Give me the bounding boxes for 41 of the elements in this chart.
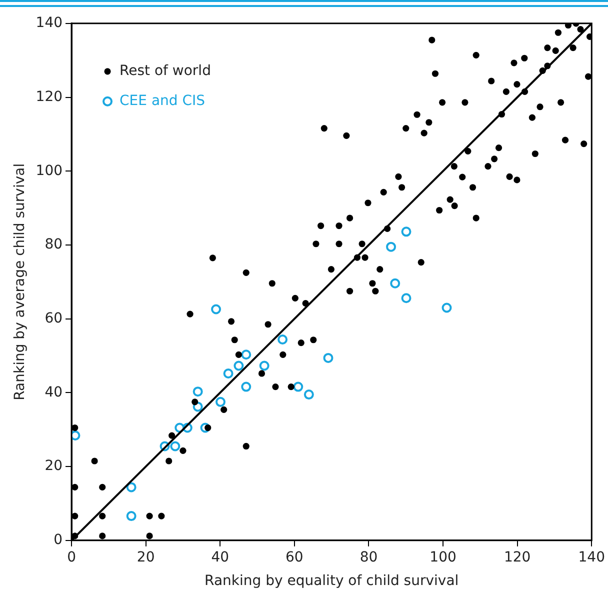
point bbox=[323, 352, 334, 363]
y-tick-label: 80 bbox=[44, 236, 63, 253]
point bbox=[192, 386, 203, 397]
legend-label: CEE and CIS bbox=[120, 93, 206, 110]
x-tick-label: 140 bbox=[578, 549, 606, 566]
point bbox=[126, 511, 136, 522]
y-tick-label: 100 bbox=[36, 162, 63, 179]
point bbox=[386, 242, 396, 252]
x-tick-label: 40 bbox=[211, 549, 230, 566]
point bbox=[223, 368, 234, 378]
y-tick-label: 20 bbox=[44, 458, 63, 474]
x-tick-label: 80 bbox=[360, 549, 378, 566]
y-tick-label: 60 bbox=[44, 310, 63, 326]
y-tick-label: 0 bbox=[54, 532, 63, 548]
point bbox=[216, 396, 226, 407]
x-tick-label: 120 bbox=[504, 549, 531, 566]
point bbox=[293, 382, 304, 392]
y-tick-label: 40 bbox=[44, 384, 63, 400]
point bbox=[304, 390, 314, 400]
point bbox=[234, 360, 244, 371]
point bbox=[401, 293, 412, 304]
point bbox=[390, 278, 400, 288]
point bbox=[211, 304, 222, 314]
point bbox=[241, 382, 252, 392]
y-axis-title: Ranking by average child survival bbox=[12, 163, 28, 400]
x-axis-title: Ranking by equality of child survival bbox=[204, 573, 459, 590]
x-tick-label: 100 bbox=[430, 549, 456, 566]
y-tick-label: 140 bbox=[36, 15, 63, 32]
point bbox=[72, 430, 80, 441]
y-tick-label: 120 bbox=[36, 88, 63, 105]
point bbox=[170, 441, 180, 452]
x-tick-label: 60 bbox=[286, 549, 304, 566]
point bbox=[126, 482, 136, 492]
point bbox=[278, 334, 288, 345]
x-tick-label: 0 bbox=[67, 549, 76, 566]
point bbox=[401, 226, 412, 237]
point bbox=[259, 360, 270, 371]
point bbox=[442, 302, 452, 313]
legend-label: Rest of world bbox=[120, 63, 211, 80]
point bbox=[241, 350, 252, 360]
x-tick-label: 20 bbox=[136, 549, 155, 566]
